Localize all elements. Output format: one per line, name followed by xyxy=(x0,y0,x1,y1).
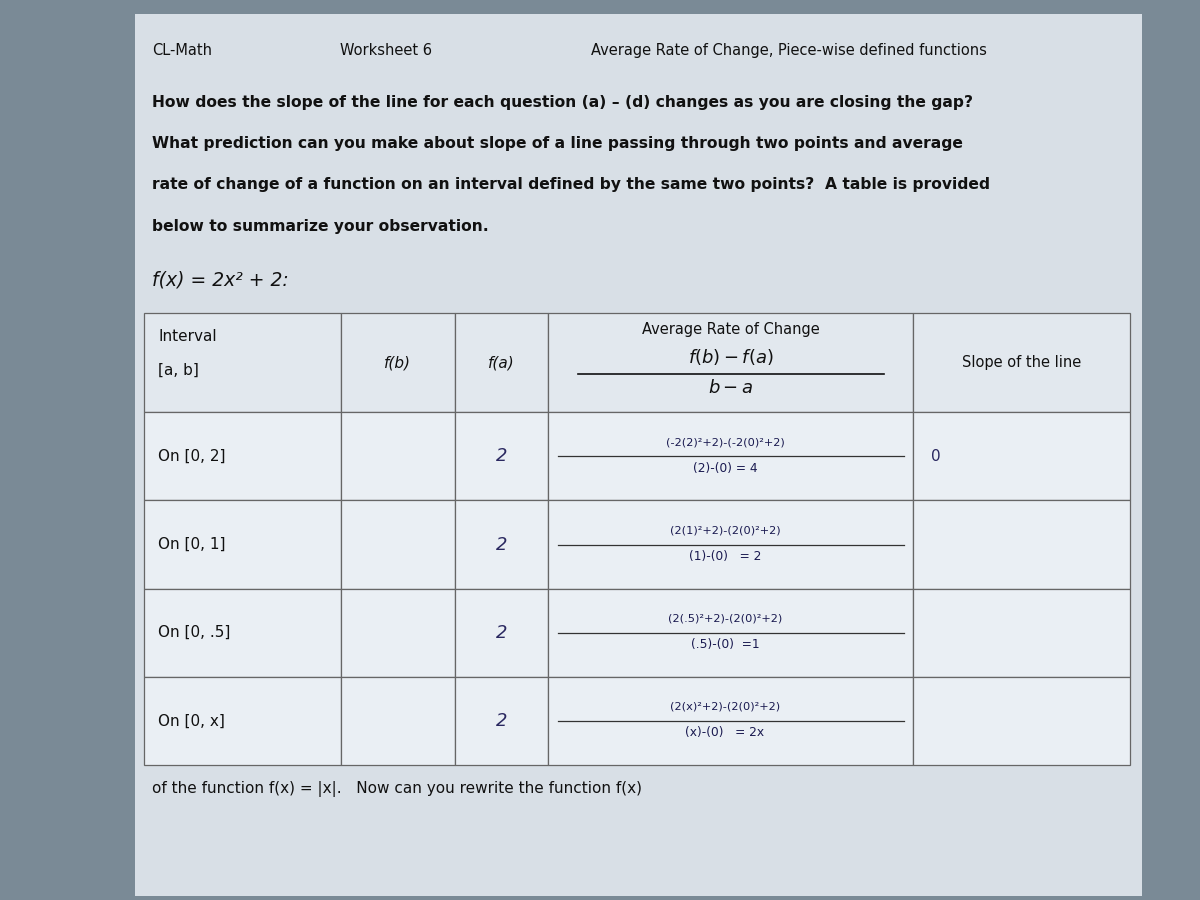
Bar xyxy=(548,313,913,412)
Text: On [0, .5]: On [0, .5] xyxy=(158,626,230,640)
Bar xyxy=(913,313,1130,412)
Bar xyxy=(134,14,1142,896)
Text: (2)-(0) = 4: (2)-(0) = 4 xyxy=(692,462,757,474)
Bar xyxy=(455,500,548,589)
Bar xyxy=(913,589,1130,677)
Text: 2: 2 xyxy=(496,624,508,642)
Text: Worksheet 6: Worksheet 6 xyxy=(340,43,432,58)
Text: (x)-(0)   = 2x: (x)-(0) = 2x xyxy=(685,726,764,739)
Text: [a, b]: [a, b] xyxy=(158,363,199,378)
Bar xyxy=(913,677,1130,765)
Bar xyxy=(548,500,913,589)
Text: (2(1)²+2)-(2(0)²+2): (2(1)²+2)-(2(0)²+2) xyxy=(670,526,780,536)
Text: Interval: Interval xyxy=(158,329,217,345)
Text: f(b): f(b) xyxy=(384,356,412,370)
Bar xyxy=(455,412,548,500)
Bar xyxy=(341,500,455,589)
Text: below to summarize your observation.: below to summarize your observation. xyxy=(152,219,488,234)
Bar xyxy=(455,589,548,677)
Text: 0: 0 xyxy=(931,449,941,464)
Bar xyxy=(548,589,913,677)
Bar xyxy=(548,412,913,500)
Text: What prediction can you make about slope of a line passing through two points an: What prediction can you make about slope… xyxy=(152,136,964,151)
Text: Average Rate of Change, Piece-wise defined functions: Average Rate of Change, Piece-wise defin… xyxy=(592,43,988,58)
Text: $b-a$: $b-a$ xyxy=(708,379,754,397)
Bar xyxy=(455,313,548,412)
Text: (2(.5)²+2)-(2(0)²+2): (2(.5)²+2)-(2(0)²+2) xyxy=(667,614,782,624)
Bar xyxy=(144,677,341,765)
Text: 2: 2 xyxy=(496,447,508,465)
Bar xyxy=(144,500,341,589)
Bar xyxy=(144,313,341,412)
Text: f(a): f(a) xyxy=(488,356,515,370)
Bar xyxy=(144,589,341,677)
Text: (-2(2)²+2)-(-2(0)²+2): (-2(2)²+2)-(-2(0)²+2) xyxy=(666,437,785,447)
Text: $f(b)-f(a)$: $f(b)-f(a)$ xyxy=(688,347,774,367)
Bar xyxy=(341,313,455,412)
Text: rate of change of a function on an interval defined by the same two points?  A t: rate of change of a function on an inter… xyxy=(152,177,990,193)
Text: On [0, 1]: On [0, 1] xyxy=(158,537,226,552)
Text: (.5)-(0)  =1: (.5)-(0) =1 xyxy=(690,638,760,651)
Text: Average Rate of Change: Average Rate of Change xyxy=(642,322,820,338)
Bar xyxy=(913,412,1130,500)
Bar xyxy=(341,412,455,500)
Text: On [0, 2]: On [0, 2] xyxy=(158,449,226,464)
Text: (1)-(0)   = 2: (1)-(0) = 2 xyxy=(689,550,761,562)
Bar xyxy=(341,677,455,765)
Text: 2: 2 xyxy=(496,712,508,730)
Bar xyxy=(341,589,455,677)
Text: 2: 2 xyxy=(496,536,508,554)
Bar xyxy=(144,412,341,500)
Text: Slope of the line: Slope of the line xyxy=(962,356,1081,370)
Text: of the function f(x) = |x|.   Now can you rewrite the function f(x): of the function f(x) = |x|. Now can you … xyxy=(152,781,642,797)
Bar xyxy=(913,500,1130,589)
Bar xyxy=(548,677,913,765)
Bar xyxy=(455,677,548,765)
Text: (2(x)²+2)-(2(0)²+2): (2(x)²+2)-(2(0)²+2) xyxy=(670,702,780,712)
Text: CL-Math: CL-Math xyxy=(152,43,212,58)
Text: On [0, x]: On [0, x] xyxy=(158,714,224,728)
Text: f(x) = 2x² + 2:: f(x) = 2x² + 2: xyxy=(152,270,289,289)
Text: How does the slope of the line for each question (a) – (d) changes as you are cl: How does the slope of the line for each … xyxy=(152,94,973,110)
